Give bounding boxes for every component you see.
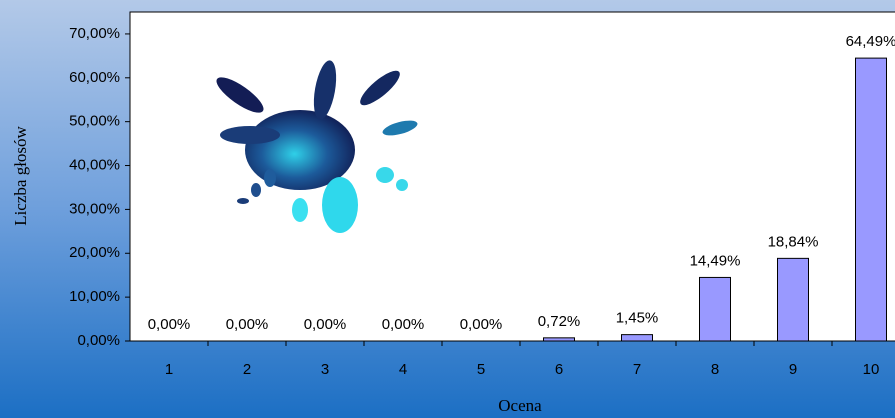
value-label: 0,00% <box>382 316 425 333</box>
x-tick-label: 9 <box>789 361 797 378</box>
x-tick-label: 5 <box>477 361 485 378</box>
y-axis-title: Liczba głosów <box>11 125 30 225</box>
value-label: 18,84% <box>768 233 819 250</box>
value-label: 14,49% <box>690 252 741 269</box>
value-label: 0,72% <box>538 313 581 330</box>
x-tick-label: 10 <box>863 361 880 378</box>
x-tick-label: 8 <box>711 361 719 378</box>
x-tick-label: 6 <box>555 361 563 378</box>
x-tick-label: 4 <box>399 361 407 378</box>
bar <box>621 334 653 342</box>
bar <box>699 276 731 342</box>
value-label: 0,00% <box>460 316 503 333</box>
logo <box>216 60 418 233</box>
y-tick-label: 40,00% <box>69 157 120 174</box>
x-tick-label: 1 <box>165 361 173 378</box>
y-tick-label: 50,00% <box>69 113 120 130</box>
bar <box>543 337 575 342</box>
x-axis-title: Ocena <box>498 396 542 415</box>
y-tick-label: 60,00% <box>69 69 120 86</box>
bar <box>777 257 809 342</box>
value-label: 0,00% <box>226 316 269 333</box>
y-tick-label: 10,00% <box>69 288 120 305</box>
x-tick-label: 3 <box>321 361 329 378</box>
value-label: 0,00% <box>304 316 347 333</box>
y-tick-label: 30,00% <box>69 200 120 217</box>
bar <box>855 57 887 342</box>
y-tick-label: 20,00% <box>69 244 120 261</box>
value-label: 1,45% <box>616 310 659 327</box>
x-tick-label: 7 <box>633 361 641 378</box>
plot-area <box>129 11 895 342</box>
x-tick-label: 2 <box>243 361 251 378</box>
value-label: 64,49% <box>846 33 895 50</box>
y-tick-label: 0,00% <box>77 332 120 349</box>
value-label: 0,00% <box>148 316 191 333</box>
y-tick-label: 70,00% <box>69 25 120 42</box>
